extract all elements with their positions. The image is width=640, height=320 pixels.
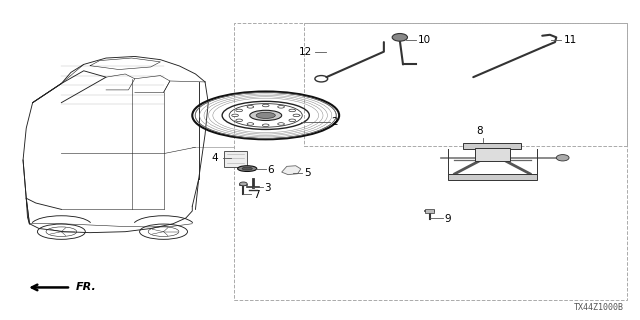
Ellipse shape [278,123,284,125]
Ellipse shape [278,106,284,108]
Bar [448,174,537,180]
Bar [234,23,627,300]
Text: 4: 4 [211,153,218,164]
Circle shape [556,155,569,161]
Bar [463,143,522,149]
Circle shape [392,34,408,41]
Ellipse shape [262,104,269,107]
Ellipse shape [250,110,282,121]
Ellipse shape [237,166,257,172]
Text: 5: 5 [304,168,310,178]
Text: 9: 9 [445,214,451,224]
Polygon shape [282,166,301,175]
Text: 6: 6 [268,164,275,174]
Ellipse shape [289,119,296,122]
Text: 11: 11 [564,35,577,45]
Ellipse shape [236,119,243,122]
Text: 8: 8 [476,126,483,136]
Circle shape [239,182,247,186]
Ellipse shape [289,109,296,112]
Bar [474,148,510,161]
Text: 10: 10 [418,35,431,45]
Bar [426,209,435,212]
Text: 3: 3 [264,183,271,193]
Text: 12: 12 [299,47,312,57]
Text: 7: 7 [253,190,260,200]
Ellipse shape [262,124,269,126]
Text: TX44Z1000B: TX44Z1000B [573,303,623,312]
Ellipse shape [242,167,252,170]
Ellipse shape [232,114,238,117]
Ellipse shape [293,114,300,117]
Ellipse shape [247,123,253,125]
Ellipse shape [247,106,253,108]
Bar [224,151,247,167]
Text: 2: 2 [332,117,338,127]
Ellipse shape [236,109,243,112]
Ellipse shape [256,112,275,118]
Text: FR.: FR. [76,283,97,292]
Bar [304,23,627,146]
